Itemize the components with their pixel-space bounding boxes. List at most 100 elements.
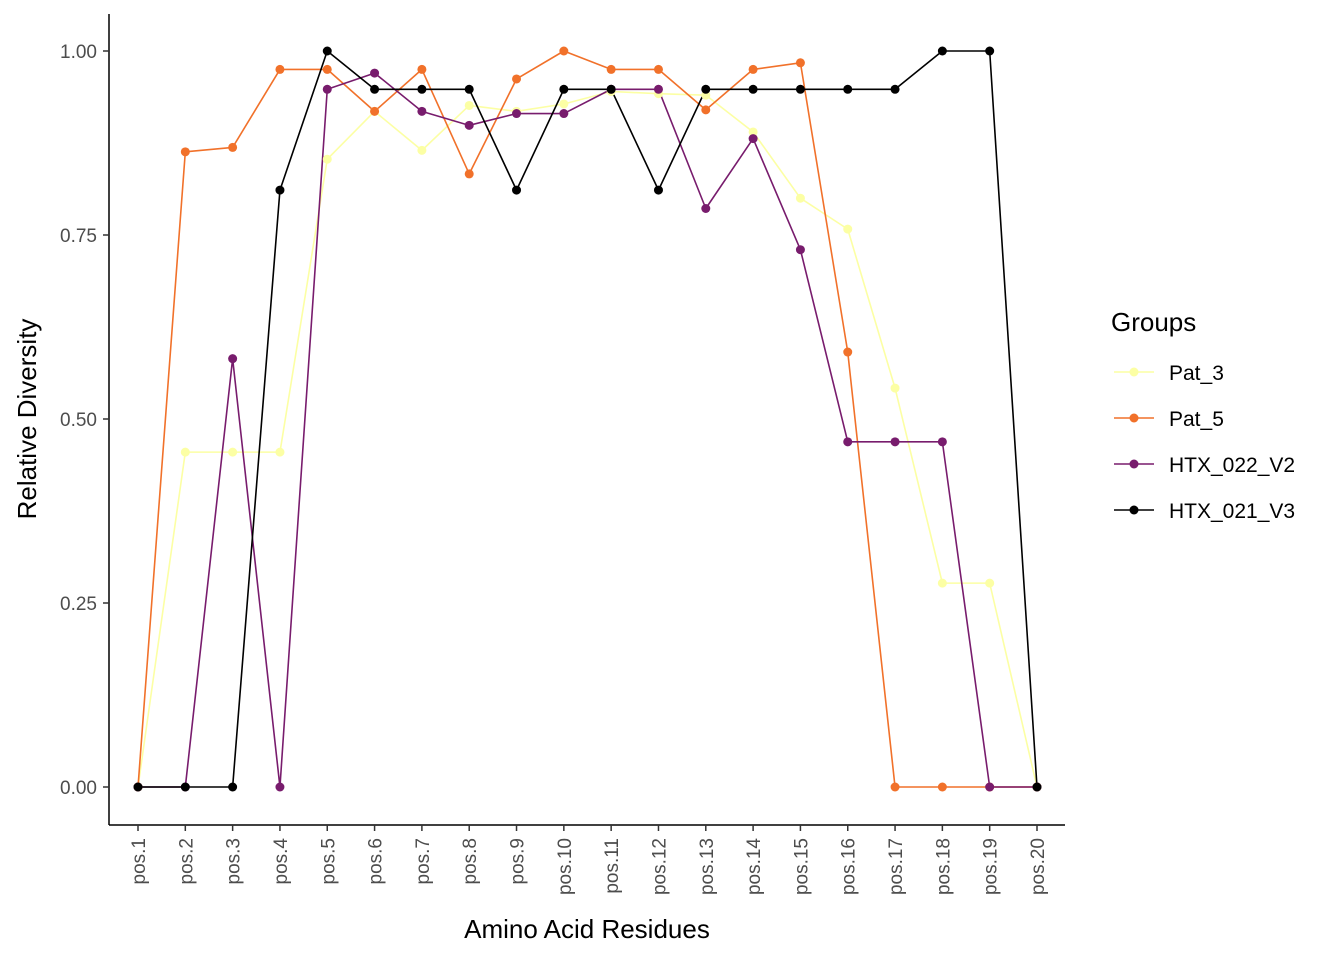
x-tick-label: pos.11 xyxy=(602,838,623,894)
legend-key-point xyxy=(1129,505,1139,515)
data-point-htx-022-v2 xyxy=(512,109,522,119)
legend-label: Pat_5 xyxy=(1169,408,1224,431)
data-point-htx-022-v2 xyxy=(653,84,663,94)
data-point-htx-021-v3 xyxy=(370,84,380,94)
y-ticks: 0.00 0.25 0.50 0.75 1.00 xyxy=(60,42,109,799)
x-tick-label: pos.13 xyxy=(697,838,718,895)
data-point-pat-5 xyxy=(890,782,900,792)
data-point-pat-5 xyxy=(228,142,238,152)
data-point-pat-5 xyxy=(370,106,380,116)
data-point-pat-5 xyxy=(322,64,332,74)
data-point-pat-5 xyxy=(843,347,853,357)
series-lines xyxy=(137,50,1038,788)
legend-label: HTX_021_V3 xyxy=(1169,500,1295,523)
data-point-htx-021-v3 xyxy=(1032,782,1042,792)
data-point-htx-022-v2 xyxy=(748,134,758,144)
data-point-pat-5 xyxy=(653,64,663,74)
data-point-htx-021-v3 xyxy=(653,185,663,195)
x-tick-label: pos.19 xyxy=(981,838,1002,895)
y-axis-title: Relative Diversity xyxy=(12,319,42,520)
series-line-pat-5 xyxy=(137,50,1037,788)
data-point-pat-5 xyxy=(701,105,711,115)
x-tick-label: pos.3 xyxy=(224,838,245,884)
y-tick-label: 0.00 xyxy=(60,778,97,799)
data-point-pat-5 xyxy=(275,64,285,74)
data-point-pat-3 xyxy=(795,193,805,203)
data-point-htx-021-v3 xyxy=(180,782,190,792)
data-point-pat-3 xyxy=(180,447,190,457)
legend-label: Pat_3 xyxy=(1169,362,1224,385)
data-point-htx-022-v2 xyxy=(228,354,238,364)
data-point-pat-3 xyxy=(843,224,853,234)
data-point-pat-5 xyxy=(748,64,758,74)
x-tick-label: pos.7 xyxy=(413,838,434,884)
x-tick-label: pos.6 xyxy=(366,838,387,884)
x-tick-label: pos.5 xyxy=(318,838,339,884)
x-tick-label: pos.15 xyxy=(791,838,812,895)
x-ticks: pos.1 pos.2 pos.3 pos.4 pos.5 pos.6 pos.7 pos.8… xyxy=(129,825,1049,895)
data-point-pat-5 xyxy=(606,64,616,74)
data-point-htx-021-v3 xyxy=(512,185,522,195)
data-point-htx-021-v3 xyxy=(606,84,616,94)
data-point-htx-022-v2 xyxy=(890,437,900,447)
data-point-pat-3 xyxy=(937,578,947,588)
data-point-htx-021-v3 xyxy=(701,84,711,94)
data-point-pat-3 xyxy=(985,578,995,588)
y-tick-label: 0.75 xyxy=(60,226,97,247)
legend-key-point xyxy=(1129,367,1139,377)
series-points xyxy=(133,46,1042,792)
x-tick-label: pos.18 xyxy=(933,838,954,895)
x-tick-label: pos.17 xyxy=(886,838,907,895)
data-point-htx-021-v3 xyxy=(890,84,900,94)
data-point-htx-022-v2 xyxy=(937,437,947,447)
data-point-pat-5 xyxy=(559,46,569,56)
data-point-htx-021-v3 xyxy=(464,84,474,94)
x-tick-label: pos.16 xyxy=(839,838,860,895)
data-point-htx-021-v3 xyxy=(322,46,332,56)
data-point-htx-021-v3 xyxy=(133,782,143,792)
x-tick-label: pos.9 xyxy=(508,838,529,884)
data-point-htx-021-v3 xyxy=(937,46,947,56)
data-point-pat-3 xyxy=(464,100,474,110)
data-point-htx-022-v2 xyxy=(417,106,427,116)
data-point-pat-3 xyxy=(417,145,427,155)
data-point-htx-021-v3 xyxy=(748,84,758,94)
data-point-pat-3 xyxy=(228,447,238,457)
x-tick-label: pos.12 xyxy=(649,838,670,895)
data-point-pat-3 xyxy=(559,99,569,109)
data-point-pat-5 xyxy=(417,64,427,74)
legend-label: HTX_022_V2 xyxy=(1169,454,1295,477)
data-point-pat-3 xyxy=(748,127,758,137)
data-point-htx-021-v3 xyxy=(417,84,427,94)
x-tick-label: pos.8 xyxy=(460,838,481,884)
data-point-pat-3 xyxy=(322,154,332,164)
data-point-pat-5 xyxy=(464,169,474,179)
x-tick-label: pos.10 xyxy=(555,838,576,895)
legend-title: Groups xyxy=(1111,307,1196,337)
data-point-pat-5 xyxy=(180,147,190,157)
data-point-htx-021-v3 xyxy=(795,84,805,94)
series-line-pat-3 xyxy=(137,90,1038,788)
data-point-pat-5 xyxy=(512,74,522,84)
y-tick-label: 0.50 xyxy=(60,410,97,431)
data-point-pat-5 xyxy=(795,58,805,68)
legend-key-point xyxy=(1129,413,1139,423)
data-point-htx-022-v2 xyxy=(370,68,380,78)
data-point-pat-3 xyxy=(275,447,285,457)
data-point-htx-021-v3 xyxy=(985,46,995,56)
data-point-pat-3 xyxy=(890,383,900,393)
data-point-htx-022-v2 xyxy=(559,109,569,119)
axes xyxy=(108,14,1065,826)
x-tick-label: pos.2 xyxy=(176,838,197,884)
y-tick-label: 1.00 xyxy=(60,42,97,63)
data-point-htx-021-v3 xyxy=(559,84,569,94)
data-point-htx-021-v3 xyxy=(228,782,238,792)
x-tick-label: pos.14 xyxy=(744,838,765,895)
data-point-htx-022-v2 xyxy=(843,437,853,447)
x-tick-label: pos.4 xyxy=(271,838,292,885)
series-line-htx-022-v2 xyxy=(138,72,1037,788)
data-point-htx-021-v3 xyxy=(275,185,285,195)
data-point-htx-022-v2 xyxy=(322,84,332,94)
series-line-htx-021-v3 xyxy=(138,50,1038,788)
